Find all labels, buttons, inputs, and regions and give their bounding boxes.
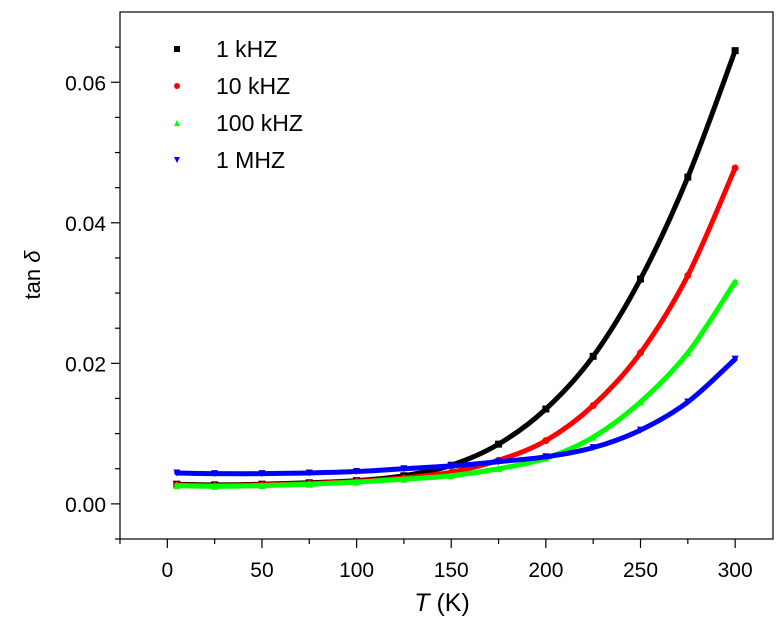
y-axis-label-prefix: tan — [20, 263, 45, 300]
y-axis-label: tan δ — [20, 250, 45, 300]
data-point — [589, 433, 597, 441]
series-3 — [173, 355, 739, 478]
data-point — [447, 472, 455, 480]
x-tick-label: 200 — [528, 559, 563, 582]
legend-label: 1 MHZ — [216, 147, 285, 173]
legend-label: 1 kHZ — [216, 36, 277, 62]
data-point — [211, 470, 219, 478]
data-point — [305, 480, 313, 488]
legend-marker — [174, 120, 180, 126]
data-point — [684, 272, 692, 279]
x-tick-label: 300 — [718, 559, 753, 582]
data-point — [173, 469, 181, 477]
legend-marker — [174, 157, 180, 163]
data-point — [447, 462, 455, 470]
y-tick-label: 0.06 — [65, 72, 106, 95]
x-axis-label-variable: T — [414, 589, 431, 617]
x-axis-label-unit: (K) — [430, 589, 470, 617]
data-point — [542, 405, 550, 413]
x-tick-label: 0 — [161, 559, 173, 582]
legend-marker — [174, 46, 180, 52]
data-point — [353, 468, 361, 476]
series-line — [174, 165, 738, 489]
data-point — [305, 469, 313, 477]
y-axis-label-symbol: δ — [20, 250, 45, 263]
x-tick-label: 150 — [434, 559, 469, 582]
data-point — [495, 440, 503, 448]
y-axis: 0.00 0.02 0.04 0.06 — [65, 46, 120, 540]
data-point — [589, 444, 597, 452]
x-tick-label: 50 — [250, 559, 273, 582]
data-point — [495, 465, 503, 473]
data-point — [211, 482, 219, 490]
data-point — [637, 275, 645, 283]
series-2 — [173, 278, 739, 490]
legend-label: 10 kHZ — [216, 73, 290, 99]
x-axis-label: T (K) — [414, 589, 470, 617]
data-point — [731, 47, 739, 55]
data-point — [400, 475, 408, 483]
data-point — [495, 458, 503, 466]
y-tick-label: 0.00 — [65, 494, 106, 517]
data-point — [637, 426, 645, 434]
series-line — [174, 279, 738, 489]
data-point — [731, 355, 739, 363]
data-point — [684, 173, 692, 181]
data-point — [258, 482, 266, 490]
data-point — [731, 164, 739, 172]
data-point — [542, 453, 550, 461]
x-axis: 0 50 100 150 200 250 300 — [119, 539, 753, 582]
x-tick-label: 100 — [339, 559, 374, 582]
data-point — [684, 349, 692, 357]
legend-marker — [174, 83, 180, 89]
plot-frame — [119, 11, 774, 540]
series-line — [174, 356, 738, 477]
series-1 — [173, 164, 739, 490]
legend-label: 100 kHZ — [216, 110, 303, 136]
legend: 1 kHZ 10 kHZ 100 kHZ 1 MHZ — [174, 36, 303, 173]
data-point — [731, 278, 739, 286]
data-point — [637, 349, 645, 357]
data-point — [353, 478, 361, 486]
y-tick-label: 0.02 — [65, 353, 106, 376]
data-point — [589, 401, 597, 409]
data-point — [173, 482, 181, 490]
y-tick-label: 0.04 — [65, 213, 106, 236]
x-tick-label: 250 — [623, 559, 658, 582]
data-point — [684, 398, 692, 406]
data-point — [400, 465, 408, 473]
data-point — [258, 470, 266, 478]
data-point — [637, 398, 645, 406]
data-point — [542, 437, 550, 445]
series-layer — [173, 47, 739, 490]
data-point — [589, 352, 597, 360]
